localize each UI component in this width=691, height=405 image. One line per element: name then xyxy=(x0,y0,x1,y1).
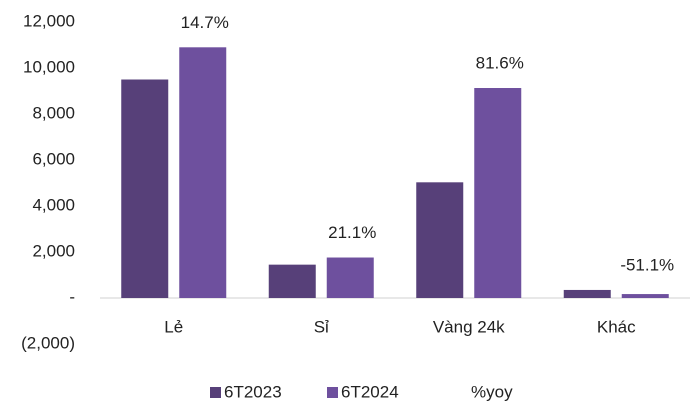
data-label: 21.1% xyxy=(328,223,376,242)
bar xyxy=(179,47,227,298)
y-tick-label: 4,000 xyxy=(32,195,75,214)
y-tick-label: 10,000 xyxy=(23,57,75,76)
data-label: -51.1% xyxy=(620,255,674,274)
bar xyxy=(621,294,669,298)
x-tick-label: Vàng 24k xyxy=(433,317,505,336)
x-tick-label: Sỉ xyxy=(314,317,329,336)
legend-label: 6T2023 xyxy=(224,382,282,401)
legend-label: %yoy xyxy=(471,382,513,401)
x-tick-label: Khác xyxy=(597,317,636,336)
legend-swatch xyxy=(210,387,221,398)
x-tick-label: Lẻ xyxy=(164,317,183,336)
y-tick-label: 2,000 xyxy=(32,241,75,260)
bar xyxy=(326,257,374,298)
bar xyxy=(416,182,464,298)
data-label: 81.6% xyxy=(476,53,524,72)
y-tick-label: 6,000 xyxy=(32,149,75,168)
bar xyxy=(474,88,522,298)
bar xyxy=(563,289,611,298)
legend-swatch xyxy=(327,387,338,398)
bar xyxy=(268,264,316,298)
y-tick-label: - xyxy=(69,287,75,306)
y-tick-label: 8,000 xyxy=(32,103,75,122)
y-tick-label: 12,000 xyxy=(23,11,75,30)
legend-label: 6T2024 xyxy=(341,382,399,401)
bar xyxy=(121,79,169,298)
data-label: 14.7% xyxy=(181,13,229,32)
y-tick-label: (2,000) xyxy=(21,333,75,352)
